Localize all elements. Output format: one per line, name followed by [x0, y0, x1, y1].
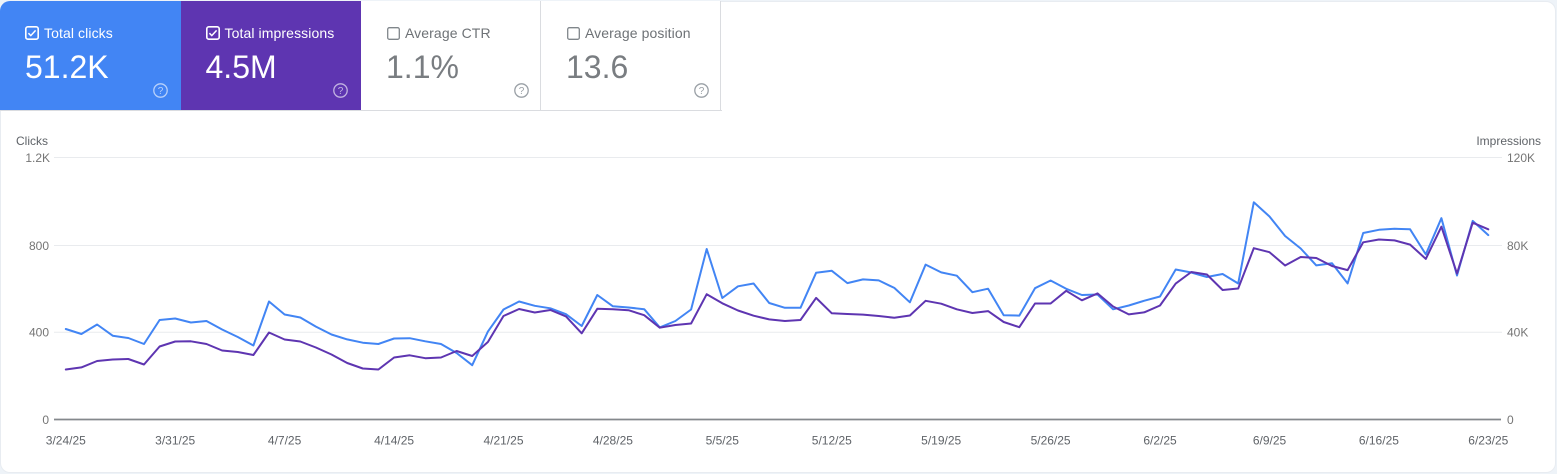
svg-text:?: ?: [338, 86, 344, 97]
svg-text:5/26/25: 5/26/25: [1031, 434, 1071, 448]
svg-text:4/28/25: 4/28/25: [593, 434, 633, 448]
svg-text:Impressions: Impressions: [1476, 134, 1541, 148]
svg-text:?: ?: [157, 86, 163, 97]
svg-text:6/2/25: 6/2/25: [1143, 434, 1177, 448]
svg-text:4/7/25: 4/7/25: [268, 434, 302, 448]
svg-text:5/12/25: 5/12/25: [812, 434, 852, 448]
svg-text:6/23/25: 6/23/25: [1468, 434, 1508, 448]
svg-text:4/21/25: 4/21/25: [483, 434, 523, 448]
svg-text:80K: 80K: [1507, 239, 1528, 253]
svg-text:800: 800: [29, 239, 49, 253]
svg-text:?: ?: [698, 86, 704, 97]
svg-text:40K: 40K: [1507, 326, 1528, 340]
svg-text:1.2K: 1.2K: [25, 151, 50, 165]
svg-text:400: 400: [29, 326, 49, 340]
svg-text:0: 0: [42, 413, 49, 427]
svg-text:5/19/25: 5/19/25: [921, 434, 961, 448]
svg-text:5/5/25: 5/5/25: [706, 434, 740, 448]
svg-text:4/14/25: 4/14/25: [374, 434, 414, 448]
svg-text:120K: 120K: [1507, 151, 1535, 165]
svg-text:?: ?: [518, 86, 524, 97]
svg-text:6/16/25: 6/16/25: [1359, 434, 1399, 448]
svg-text:Clicks: Clicks: [16, 134, 48, 148]
svg-text:0: 0: [1507, 413, 1514, 427]
svg-text:3/31/25: 3/31/25: [155, 434, 195, 448]
svg-text:6/9/25: 6/9/25: [1253, 434, 1287, 448]
svg-text:3/24/25: 3/24/25: [46, 434, 86, 448]
